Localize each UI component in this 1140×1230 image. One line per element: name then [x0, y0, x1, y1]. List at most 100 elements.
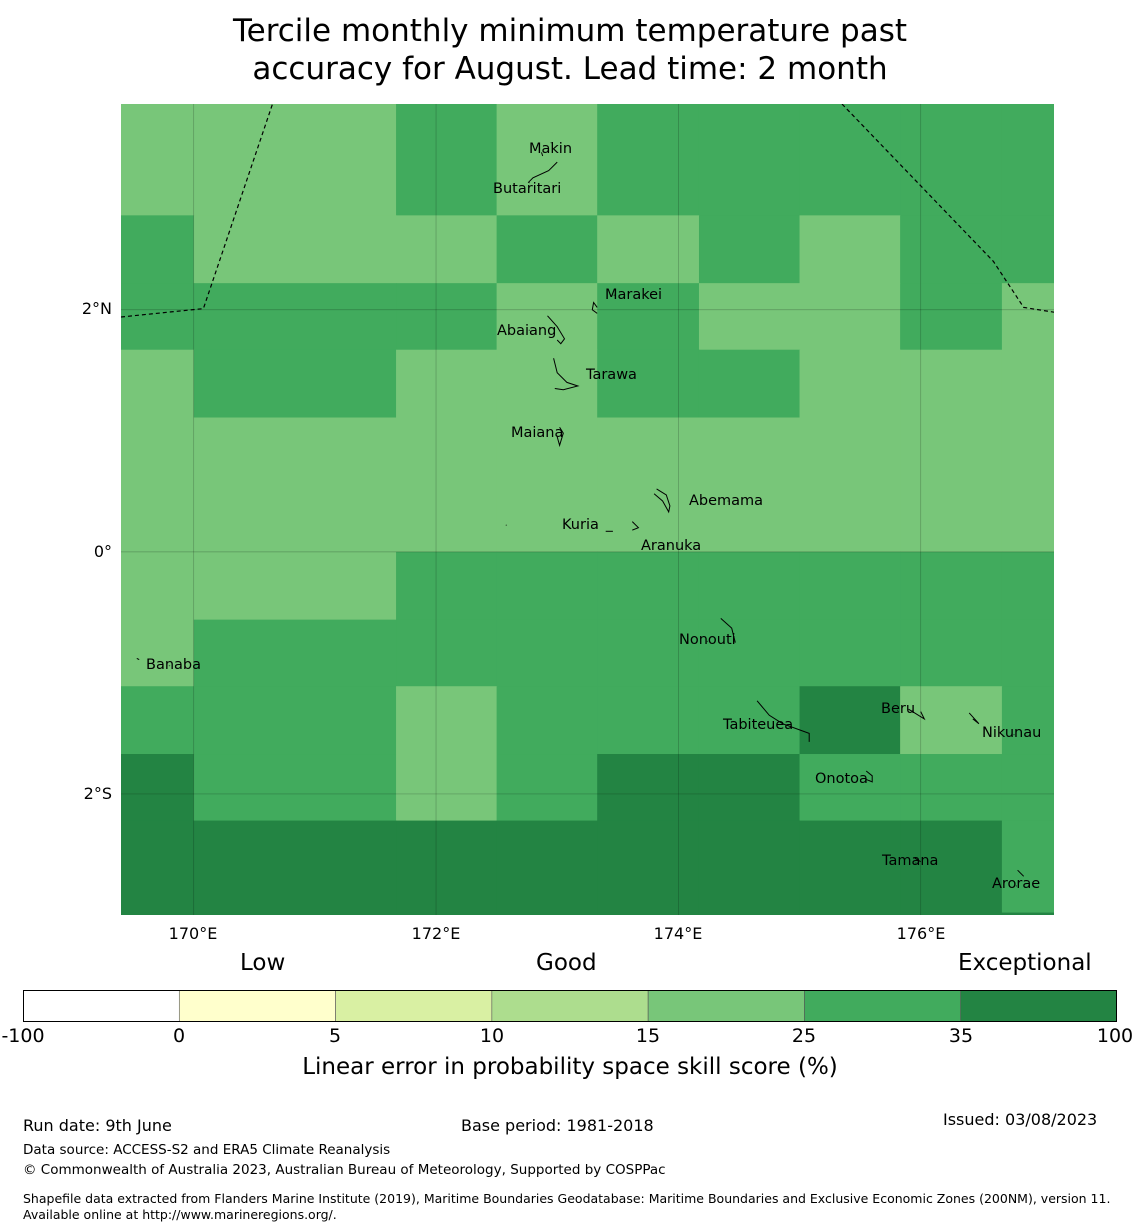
skill-cell [121, 215, 195, 284]
skill-cell [900, 820, 1003, 914]
island-outline [556, 426, 564, 448]
skill-cell [799, 215, 901, 284]
eez-boundary-line [121, 104, 274, 318]
skill-cell [1001, 551, 1054, 621]
colorbar-segment [804, 990, 962, 1022]
place-marker [869, 779, 871, 782]
skill-cell [496, 417, 598, 553]
skill-cell [121, 912, 195, 915]
skill-cell [396, 283, 498, 351]
skill-cell [396, 551, 498, 621]
skill-cell [121, 820, 195, 914]
skill-cell [496, 754, 598, 822]
skill-cell [396, 104, 498, 216]
skill-cell [597, 686, 700, 755]
place-label-kuria: Kuria [562, 517, 599, 533]
skill-cell [121, 754, 195, 822]
skill-cell [496, 104, 598, 216]
skill-cell [496, 283, 598, 351]
skill-cell [597, 820, 700, 914]
place-label-marakei: Marakei [605, 287, 663, 303]
colorbar-tick-neg100: -100 [1, 1025, 45, 1047]
skill-cell [1001, 417, 1054, 553]
skill-cell [597, 215, 700, 284]
skill-cell [121, 349, 195, 419]
skill-cell [900, 551, 1003, 621]
skill-cell [496, 912, 598, 915]
skill-cell [698, 686, 801, 755]
place-marker [505, 524, 508, 526]
skill-cell [193, 551, 397, 621]
lon-tick-172e: 172°E [411, 924, 461, 943]
skill-cell [121, 417, 195, 553]
lat-tick-2s: 2°S [83, 784, 112, 803]
place-label-beru: Beru [881, 701, 916, 717]
skill-cell [900, 912, 1003, 915]
skill-cell [900, 686, 1003, 755]
skill-cell [396, 754, 498, 822]
colorbar-tick-15: 15 [635, 1025, 661, 1047]
colorbar-segment [335, 990, 493, 1022]
skill-cell [496, 551, 598, 621]
colorbar-tick-35: 35 [948, 1025, 974, 1047]
skill-cell [193, 215, 397, 284]
island-outline [914, 857, 921, 863]
skill-cell [597, 283, 700, 351]
skill-cell [1001, 754, 1054, 822]
colorbar-category-exceptional: Exceptional [958, 950, 1092, 976]
place-label-onotoa: Onotoa [815, 771, 868, 787]
place-marker [1015, 885, 1018, 887]
place-marker [613, 294, 615, 296]
island-outline [553, 358, 580, 391]
skill-cell [496, 619, 598, 687]
skill-cell [799, 912, 901, 915]
skill-cell [900, 215, 1003, 284]
place-label-arorae: Arorae [992, 876, 1041, 892]
skill-cell [1001, 619, 1054, 687]
skill-cell [900, 417, 1003, 553]
skill-cell [496, 686, 598, 755]
lon-tick-176e: 176°E [896, 924, 946, 943]
skill-cell [698, 215, 801, 284]
skill-cell [799, 820, 901, 914]
place-marker [168, 664, 171, 667]
colorbar-tick-0: 0 [172, 1025, 186, 1047]
place-label-tamana: Tamana [882, 853, 939, 869]
skill-cell [193, 686, 397, 755]
skill-cell [698, 912, 801, 915]
island-outline [968, 712, 980, 725]
skill-cell [193, 912, 397, 915]
lat-tick-0: 0° [93, 542, 112, 561]
skill-cell [698, 104, 801, 216]
skill-cell [496, 215, 598, 284]
island-outline [1017, 869, 1025, 877]
skill-cell [698, 551, 801, 621]
place-label-nonouti: Nonouti [679, 632, 736, 648]
map-title-line-1: Tercile monthly minimum temperature past [232, 13, 908, 49]
place-label-abemama: Abemama [689, 493, 764, 509]
skill-cell [193, 417, 397, 553]
skill-cell [799, 417, 901, 553]
shapefile-credit: Shapefile data extracted from Flanders M… [23, 1191, 1111, 1222]
skill-cell [597, 104, 700, 216]
skill-cell [900, 104, 1003, 216]
skill-cell [597, 551, 700, 621]
skill-cell [799, 104, 901, 216]
place-label-tabiteuea: Tabiteuea [723, 717, 794, 733]
place-marker [706, 640, 709, 643]
colorbar-tick-10: 10 [479, 1025, 505, 1047]
skill-cell [1001, 912, 1054, 915]
lon-tick-174e: 174°E [653, 924, 703, 943]
skill-cell [900, 283, 1003, 351]
skill-cell [193, 619, 397, 687]
colorbar-category-low: Low [240, 950, 286, 976]
place-label-makin: Makin [529, 141, 573, 157]
skill-cell [900, 754, 1003, 822]
colorbar-segment [178, 990, 336, 1022]
copyright-notice: © Commonwealth of Australia 2023, Austra… [23, 1162, 666, 1178]
data-source: Data source: ACCESS-S2 and ERA5 Climate … [23, 1142, 391, 1158]
place-marker [537, 431, 539, 433]
place-label-nikunau: Nikunau [982, 725, 1042, 741]
island-outline [547, 315, 566, 345]
colorbar-tick-100: 100 [1096, 1025, 1134, 1047]
